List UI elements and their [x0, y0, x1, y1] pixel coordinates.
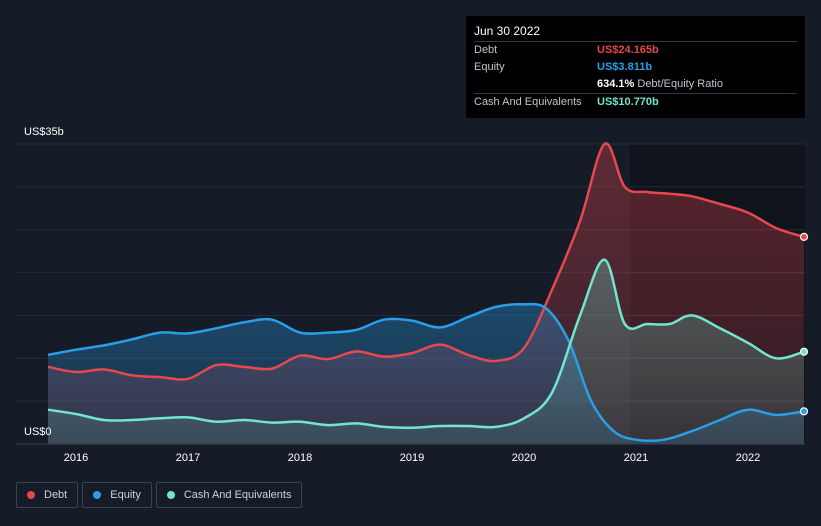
tooltip-equity-value: US$3.811b: [597, 61, 653, 73]
legend-dot-equity: [93, 491, 102, 499]
x-tick-labels: 2016 2017 2018 2019 2020 2021 2022: [64, 452, 760, 464]
tooltip-row-debt: Debt US$24.165b: [474, 41, 797, 59]
tooltip-cash-value: US$10.770b: [597, 96, 659, 108]
tooltip-ratio-value: 634.1%: [597, 78, 635, 90]
legend-dot-cash: [166, 491, 175, 499]
tooltip-equity-label: Equity: [474, 61, 505, 73]
tooltip-ratio: 634.1% Debt/Equity Ratio: [597, 76, 723, 93]
endpoint-equity: [799, 407, 809, 416]
value-tooltip: Jun 30 2022 Debt US$24.165b Equity US$3.…: [466, 16, 805, 118]
legend-item-debt[interactable]: Debt: [16, 482, 79, 508]
legend-label-equity: Equity: [110, 489, 141, 501]
line-debt: [47, 142, 805, 381]
tooltip-cash-label: Cash And Equivalents: [474, 96, 582, 108]
y-axis-bottom-label: US$0: [24, 426, 52, 438]
legend-label-cash: Cash And Equivalents: [183, 489, 292, 501]
x-tick-2019: 2019: [400, 452, 424, 464]
x-tick-2020: 2020: [512, 452, 536, 464]
x-tick-2016: 2016: [64, 452, 88, 464]
area-cash: [48, 259, 804, 444]
legend-label-debt: Debt: [44, 489, 68, 501]
area-equity: [48, 304, 804, 444]
series-areas: [48, 143, 804, 444]
x-tick-2021: 2021: [624, 452, 648, 464]
tooltip-row-cash: Cash And Equivalents US$10.770b: [474, 93, 797, 111]
tooltip-date: Jun 30 2022: [474, 24, 541, 38]
tooltip-debt-label: Debt: [474, 44, 498, 56]
series-endpoints: [799, 232, 809, 416]
line-equity: [47, 302, 805, 442]
tooltip-row-equity: Equity US$3.811b: [474, 59, 797, 76]
tooltip-debt-value: US$24.165b: [597, 44, 659, 56]
tooltip-row-ratio: 634.1% Debt/Equity Ratio: [474, 76, 797, 93]
x-tick-2018: 2018: [288, 452, 312, 464]
tooltip-ratio-label: Debt/Equity Ratio: [637, 78, 723, 90]
legend-item-equity[interactable]: Equity: [82, 482, 152, 508]
x-tick-2022: 2022: [736, 452, 760, 464]
endpoint-debt: [799, 232, 809, 241]
chart-legend: Debt Equity Cash And Equivalents: [16, 482, 303, 510]
legend-dot-debt: [27, 491, 35, 499]
endpoint-cash: [799, 347, 809, 356]
x-tick-2017: 2017: [176, 452, 200, 464]
line-cash: [47, 258, 805, 430]
series-lines: [47, 142, 805, 442]
y-axis-top-label: US$35b: [24, 126, 64, 138]
legend-item-cash[interactable]: Cash And Equivalents: [155, 482, 303, 508]
